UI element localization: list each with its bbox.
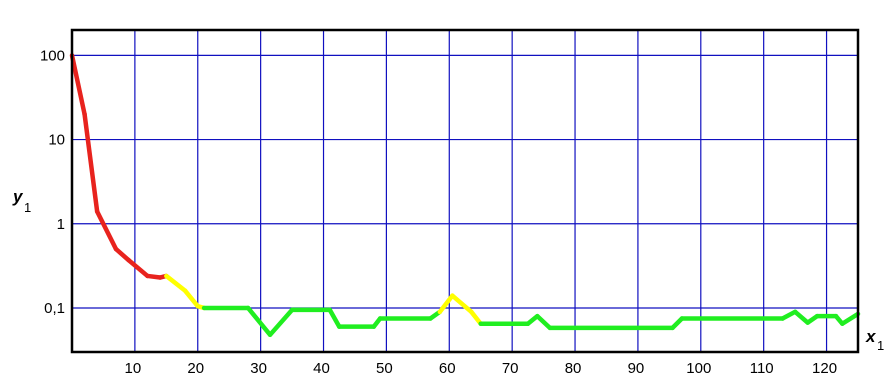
x-tick-label: 90 — [628, 360, 645, 377]
series-line — [69, 53, 861, 338]
line-segment-yellow — [450, 293, 474, 315]
y-tick-labels: 0,1 1 10 100 — [40, 47, 65, 317]
line-segment-red — [126, 257, 150, 279]
x-axis-label-subscript: 1 — [877, 338, 884, 353]
x-tick-label: 80 — [565, 360, 582, 377]
line-segment-green — [327, 307, 342, 329]
line-segment-yellow — [182, 288, 201, 309]
line-segment-green — [840, 311, 861, 326]
x-tick-label: 70 — [502, 360, 519, 377]
x-tick-label: 50 — [376, 360, 393, 377]
line-segment-green — [267, 307, 295, 338]
x-axis-label: x — [865, 327, 877, 346]
line-segment-red — [82, 111, 100, 214]
x-tick-label: 20 — [187, 360, 204, 377]
plot-frame — [70, 28, 860, 354]
x-tick-label: 30 — [250, 360, 267, 377]
x-tick-label: 110 — [750, 360, 774, 377]
y-axis-label: y — [12, 187, 24, 206]
line-segment-yellow — [437, 293, 455, 315]
x-tick-labels: 10 20 30 40 50 60 70 80 90 100 110 120 — [125, 360, 838, 377]
x-tick-label: 60 — [439, 360, 456, 377]
x-tick-label: 40 — [313, 360, 330, 377]
y-tick-label: 0,1 — [44, 300, 65, 317]
line-segment-green — [792, 309, 810, 325]
line-segment-red — [94, 209, 119, 252]
line-segment-red — [113, 246, 131, 263]
line-segment-green — [535, 313, 553, 331]
line-segment-green — [245, 305, 273, 338]
x-tick-label: 120 — [812, 360, 837, 377]
y-axis-label-subscript: 1 — [24, 200, 31, 215]
y-tick-label: 1 — [57, 216, 65, 233]
x-tick-label: 10 — [125, 360, 142, 377]
x-tick-label: 100 — [686, 360, 711, 377]
line-segment-yellow — [164, 273, 188, 294]
line-segment-green — [780, 309, 798, 321]
y-tick-label: 10 — [48, 132, 65, 149]
y-tick-label: 100 — [40, 47, 65, 64]
line-segment-red — [69, 53, 87, 117]
line-segment-yellow — [469, 309, 483, 326]
